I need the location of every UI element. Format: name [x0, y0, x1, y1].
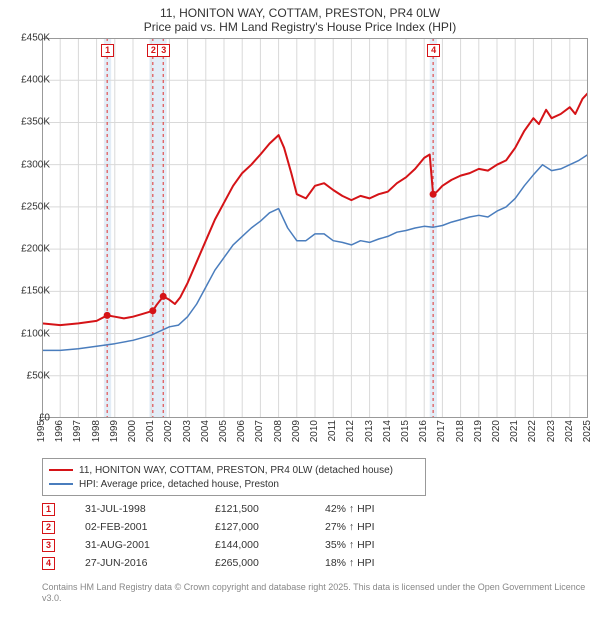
sale-date: 02-FEB-2001	[85, 521, 215, 533]
y-axis-label: £300K	[10, 159, 50, 170]
y-axis-label: £100K	[10, 328, 50, 339]
y-axis-label: £50K	[10, 370, 50, 381]
sale-row: 1 31-JUL-1998£121,50042% ↑ HPI	[42, 500, 425, 518]
legend-label: HPI: Average price, detached house, Pres…	[79, 479, 279, 490]
x-axis-label: 2011	[327, 420, 341, 442]
y-axis-label: £250K	[10, 201, 50, 212]
x-axis-label: 2012	[345, 420, 359, 442]
x-axis-label: 2017	[436, 420, 450, 442]
x-axis-label: 2020	[491, 420, 505, 442]
x-axis-label: 2009	[291, 420, 305, 442]
attribution-text: Contains HM Land Registry data © Crown c…	[42, 582, 588, 605]
x-axis-label: 2000	[127, 420, 141, 442]
x-axis-label: 2003	[182, 420, 196, 442]
sale-row: 2 02-FEB-2001£127,00027% ↑ HPI	[42, 518, 425, 536]
x-axis-label: 1995	[36, 420, 50, 442]
legend-item: 11, HONITON WAY, COTTAM, PRESTON, PR4 0L…	[49, 463, 419, 477]
legend-item: HPI: Average price, detached house, Pres…	[49, 477, 419, 491]
y-axis-label: £400K	[10, 75, 50, 86]
x-axis-label: 1998	[91, 420, 105, 442]
x-axis-label: 2016	[418, 420, 432, 442]
x-axis-label: 2004	[200, 420, 214, 442]
x-axis-label: 2025	[582, 420, 596, 442]
sale-pct: 27% ↑ HPI	[325, 521, 425, 533]
sale-row-marker: 2	[42, 521, 55, 534]
x-axis-label: 1997	[72, 420, 86, 442]
legend-label: 11, HONITON WAY, COTTAM, PRESTON, PR4 0L…	[79, 465, 393, 476]
x-axis-label: 2010	[309, 420, 323, 442]
x-axis-label: 2015	[400, 420, 414, 442]
x-axis-label: 2013	[364, 420, 378, 442]
sale-row: 3 31-AUG-2001£144,00035% ↑ HPI	[42, 536, 425, 554]
sale-pct: 18% ↑ HPI	[325, 557, 425, 569]
x-axis-label: 2007	[254, 420, 268, 442]
x-axis-label: 2021	[509, 420, 523, 442]
sale-date: 31-JUL-1998	[85, 503, 215, 515]
x-axis-label: 2022	[527, 420, 541, 442]
chart-title-2: Price paid vs. HM Land Registry's House …	[0, 20, 600, 38]
sale-marker-box: 1	[101, 44, 114, 57]
x-axis-label: 1996	[54, 420, 68, 442]
sale-date: 27-JUN-2016	[85, 557, 215, 569]
sale-price: £121,500	[215, 503, 325, 515]
sale-row: 4 27-JUN-2016£265,00018% ↑ HPI	[42, 554, 425, 572]
sale-marker-box: 3	[157, 44, 170, 57]
y-axis-label: £450K	[10, 33, 50, 44]
x-axis-label: 2006	[236, 420, 250, 442]
x-axis-label: 2024	[564, 420, 578, 442]
legend: 11, HONITON WAY, COTTAM, PRESTON, PR4 0L…	[42, 458, 426, 496]
sale-row-marker: 4	[42, 557, 55, 570]
chart-title-1: 11, HONITON WAY, COTTAM, PRESTON, PR4 0L…	[0, 0, 600, 20]
x-axis-label: 2008	[273, 420, 287, 442]
sale-row-marker: 3	[42, 539, 55, 552]
y-axis-label: £200K	[10, 244, 50, 255]
sales-table: 1 31-JUL-1998£121,50042% ↑ HPI 2 02-FEB-200…	[42, 500, 425, 572]
sale-price: £265,000	[215, 557, 325, 569]
y-axis-label: £350K	[10, 117, 50, 128]
sale-marker-box: 4	[427, 44, 440, 57]
x-axis-label: 2023	[546, 420, 560, 442]
x-axis-label: 2001	[145, 420, 159, 442]
plot-area	[42, 38, 588, 418]
chart-container: 11, HONITON WAY, COTTAM, PRESTON, PR4 0L…	[0, 0, 600, 620]
sale-pct: 35% ↑ HPI	[325, 539, 425, 551]
sale-date: 31-AUG-2001	[85, 539, 215, 551]
sale-pct: 42% ↑ HPI	[325, 503, 425, 515]
x-axis-label: 2018	[455, 420, 469, 442]
x-axis-label: 2002	[163, 420, 177, 442]
x-axis-label: 2005	[218, 420, 232, 442]
legend-swatch	[49, 483, 73, 485]
legend-swatch	[49, 469, 73, 471]
sale-price: £127,000	[215, 521, 325, 533]
y-axis-label: £150K	[10, 286, 50, 297]
x-axis-label: 2019	[473, 420, 487, 442]
chart-svg	[42, 38, 588, 418]
x-axis-label: 2014	[382, 420, 396, 442]
sale-row-marker: 1	[42, 503, 55, 516]
sale-price: £144,000	[215, 539, 325, 551]
x-axis-label: 1999	[109, 420, 123, 442]
